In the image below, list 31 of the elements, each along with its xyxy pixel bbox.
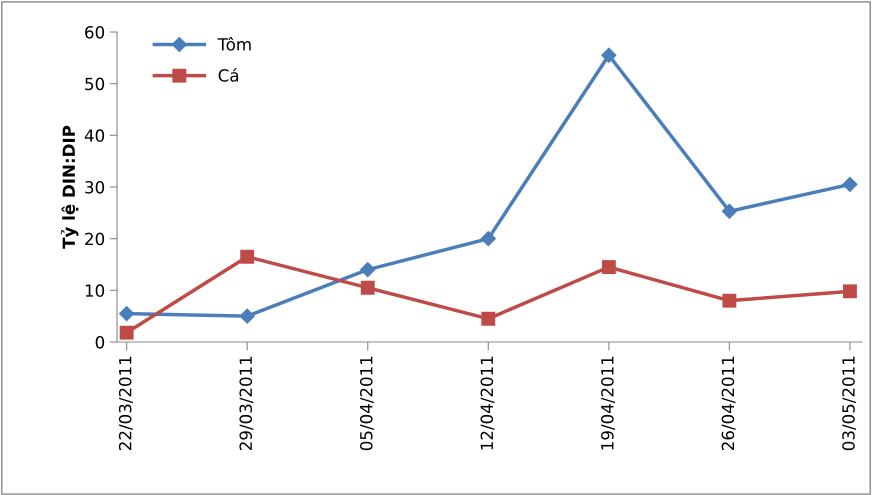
point xyxy=(722,294,736,308)
point xyxy=(119,306,134,322)
y-tick-label: 20 xyxy=(85,232,104,246)
point xyxy=(120,326,134,340)
point xyxy=(360,262,376,278)
y-tick-label: 40 xyxy=(84,129,104,142)
y-tick-label: 60 xyxy=(85,26,104,39)
point xyxy=(481,312,496,326)
legend-label: Tôm xyxy=(218,37,251,51)
y-tick-label: 50 xyxy=(85,78,104,90)
y-tick-label: 30 xyxy=(85,180,104,194)
point xyxy=(602,260,616,274)
point xyxy=(240,250,254,264)
x-tick-label: 12/04/2011 xyxy=(480,356,494,450)
point xyxy=(240,308,255,324)
point xyxy=(843,284,857,298)
point xyxy=(722,204,737,219)
x-tick-label: 05/04/2011 xyxy=(360,356,374,450)
point xyxy=(601,48,616,63)
x-tick-label: 29/03/2011 xyxy=(239,356,254,450)
x-tick-label: 22/03/2011 xyxy=(118,356,133,450)
y-axis-title: Tỷ lệ DIN:DIP xyxy=(60,126,78,249)
legend-label: Cá xyxy=(218,68,238,82)
point xyxy=(360,280,375,295)
y-tick-label: 0 xyxy=(96,336,104,349)
x-tick-label: 03/05/2011 xyxy=(842,356,856,450)
x-tick-label: 26/04/2011 xyxy=(722,356,736,450)
x-tick-label: 19/04/2011 xyxy=(601,356,615,450)
y-tick-label: 10 xyxy=(86,284,104,297)
point xyxy=(842,176,858,192)
point xyxy=(480,231,496,246)
